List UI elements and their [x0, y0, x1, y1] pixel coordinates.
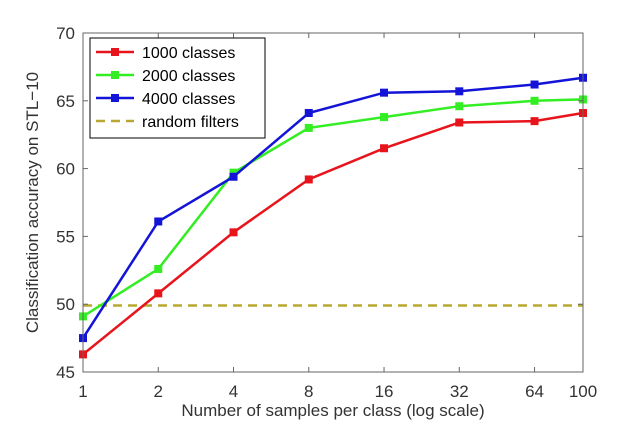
data-point-1000-classes — [380, 144, 389, 153]
data-point-1000-classes — [154, 289, 163, 298]
x-tick-label: 2 — [154, 382, 163, 401]
x-tick-label: 8 — [304, 382, 313, 401]
data-point-1000-classes — [455, 118, 464, 127]
data-point-2000-classes — [154, 264, 163, 273]
legend-label-4000-classes: 4000 classes — [142, 91, 235, 108]
legend-label-random-filters: random filters — [142, 114, 239, 131]
x-tick-label: 100 — [569, 382, 597, 401]
data-point-1000-classes — [530, 117, 539, 126]
data-point-4000-classes — [380, 88, 389, 97]
legend-marker-2000-classes — [111, 71, 119, 79]
data-point-2000-classes — [229, 168, 238, 177]
legend-marker-4000-classes — [111, 94, 119, 102]
legend: 1000 classes 2000 classes 4000 classes rand… — [89, 37, 266, 139]
data-point-2000-classes — [530, 96, 539, 105]
data-point-4000-classes — [530, 80, 539, 89]
data-point-4000-classes — [455, 87, 464, 96]
data-point-4000-classes — [229, 172, 238, 181]
x-tick-label: 4 — [229, 382, 238, 401]
data-point-4000-classes — [304, 109, 313, 118]
y-tick-label: 60 — [56, 160, 75, 179]
x-tick-label: 1 — [78, 382, 87, 401]
data-point-4000-classes — [154, 217, 163, 226]
axes-group: 45 50 55 60 65 70 1 2 4 8 16 32 64 100 — [56, 24, 597, 401]
x-tick-label: 16 — [375, 382, 394, 401]
y-tick-label: 45 — [56, 363, 75, 382]
data-point-1000-classes — [229, 228, 238, 237]
data-point-2000-classes — [304, 123, 313, 132]
legend-label-1000-classes: 1000 classes — [142, 45, 235, 62]
series-line-2000-classes — [82, 98, 584, 318]
x-tick-label: 64 — [525, 382, 544, 401]
data-point-2000-classes — [380, 113, 389, 122]
y-tick-label: 50 — [56, 295, 75, 314]
y-tick-label: 55 — [56, 227, 75, 246]
data-point-1000-classes — [304, 175, 313, 184]
x-tick-label: 32 — [450, 382, 469, 401]
y-tick-label: 65 — [56, 92, 75, 111]
series-line-1000-classes — [82, 111, 584, 356]
legend-label-2000-classes: 2000 classes — [142, 68, 235, 85]
plot-frame — [82, 32, 584, 373]
legend-marker-1000-classes — [111, 48, 119, 56]
data-point-2000-classes — [455, 102, 464, 111]
y-tick-label: 70 — [56, 24, 75, 43]
series-line-4000-classes — [81, 76, 584, 339]
x-axis-label: Number of samples per class (log scale) — [181, 401, 484, 420]
y-axis-label: Classification accuracy on STL−10 — [23, 72, 42, 333]
